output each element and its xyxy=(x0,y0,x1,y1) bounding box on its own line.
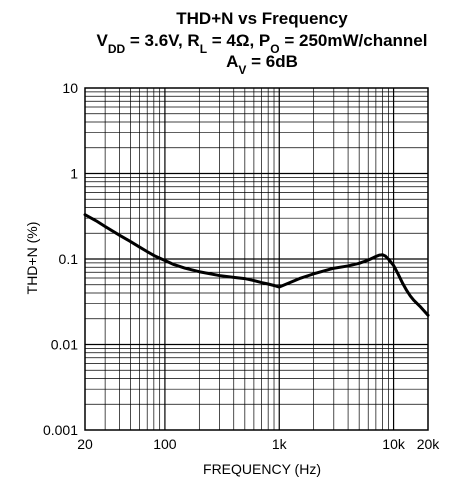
title-text-run: V xyxy=(96,31,108,50)
chart-title-line-1: THD+N vs Frequency xyxy=(176,9,348,28)
x-tick-labels: 20 100 1k 10k 20k xyxy=(77,436,440,452)
title-text-run: = 6dB xyxy=(246,52,298,71)
y-tick-label: 0.001 xyxy=(43,422,78,438)
y-tick-label: 10 xyxy=(62,80,78,96)
x-tick-label: 10k xyxy=(382,436,406,452)
y-tick-labels: 0.001 0.01 0.1 1 10 xyxy=(43,80,78,438)
title-text-run: = 250mW/channel xyxy=(280,31,428,50)
x-tick-label: 20 xyxy=(77,436,93,452)
series-layer xyxy=(83,213,430,317)
x-tick-label: 100 xyxy=(153,436,177,452)
title-text-run: = 4Ω, P xyxy=(207,31,270,50)
y-axis-label: THD+N (%) xyxy=(24,222,40,295)
x-tick-label: 20k xyxy=(417,436,441,452)
title-subscript: O xyxy=(270,42,279,56)
thd-n-curve-0 xyxy=(83,213,430,317)
title-text-run: A xyxy=(226,52,238,71)
y-tick-label: 1 xyxy=(70,166,78,182)
y-tick-label: 0.1 xyxy=(59,251,79,267)
plot-frame xyxy=(84,87,429,431)
title-subscript: L xyxy=(200,42,207,56)
title-subscript: V xyxy=(238,63,246,77)
title-subscript: DD xyxy=(108,42,126,56)
x-axis-label: FREQUENCY (Hz) xyxy=(203,461,321,477)
x-tick-label: 1k xyxy=(272,436,288,452)
title-text-run: = 3.6V, R xyxy=(125,31,200,50)
chart-title-line-2: VDD = 3.6V, RL = 4Ω, PO = 250mW/channel xyxy=(96,31,427,56)
y-tick-label: 0.01 xyxy=(51,337,78,353)
chart-title-line-3: AV = 6dB xyxy=(226,52,298,77)
